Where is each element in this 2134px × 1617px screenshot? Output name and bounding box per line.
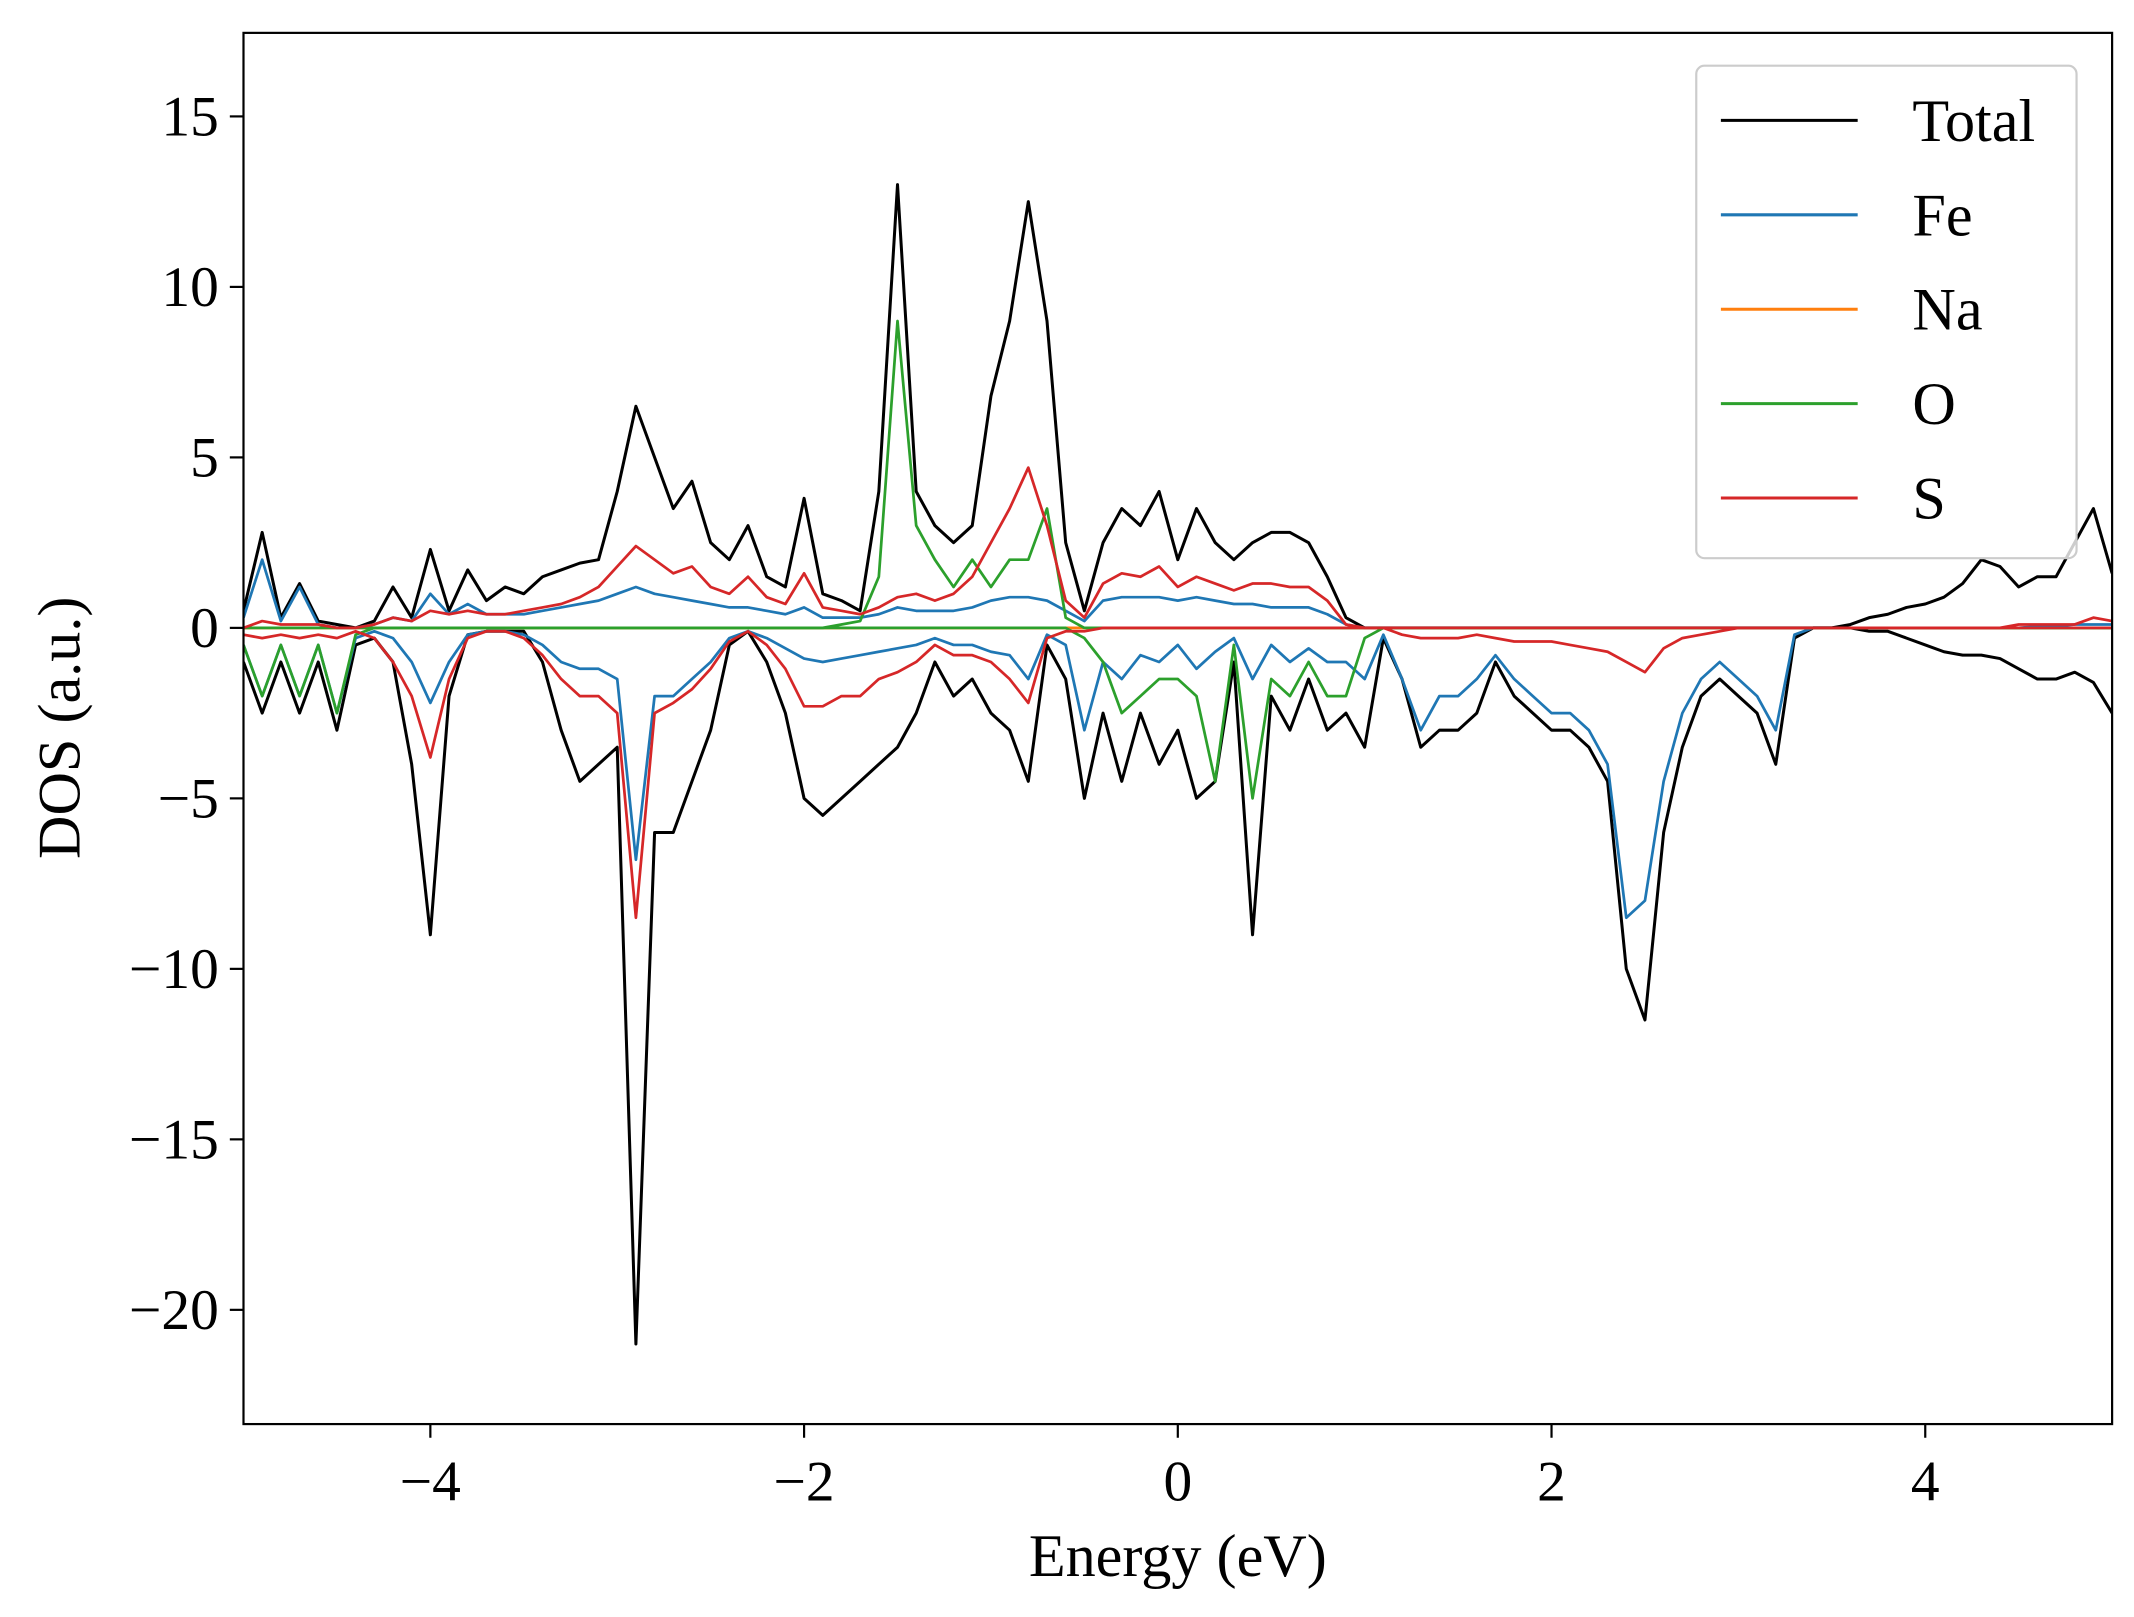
dos-line [243, 626, 2113, 1346]
dos-line [243, 626, 2113, 920]
legend-box [1695, 64, 2078, 560]
y-tick-label: 5 [190, 427, 219, 490]
legend-label: Na [1912, 277, 1982, 344]
x-tick-label: −2 [774, 1451, 835, 1514]
x-axis-label: Energy (eV) [1029, 1523, 1327, 1590]
dos-line [243, 626, 2113, 920]
legend-label: S [1912, 465, 1945, 532]
y-axis-label: DOS (a.u.) [26, 597, 93, 859]
legend-label: O [1912, 371, 1955, 438]
x-tick-label: −4 [400, 1451, 461, 1514]
y-tick-label: 15 [161, 86, 218, 149]
y-tick-label: −20 [129, 1279, 219, 1342]
legend-label: Total [1912, 88, 2035, 155]
y-tick-label: 10 [161, 256, 218, 319]
y-tick-label: −10 [129, 938, 219, 1001]
x-tick-label: 0 [1163, 1451, 1192, 1514]
y-tick-label: 0 [190, 597, 219, 660]
x-tick-label: 4 [1911, 1451, 1940, 1514]
y-tick-label: −15 [129, 1109, 219, 1172]
legend-label: Fe [1912, 182, 1972, 249]
y-tick-label: −5 [158, 768, 219, 831]
plot-area [243, 183, 2113, 1346]
x-tick-label: 2 [1537, 1451, 1566, 1514]
